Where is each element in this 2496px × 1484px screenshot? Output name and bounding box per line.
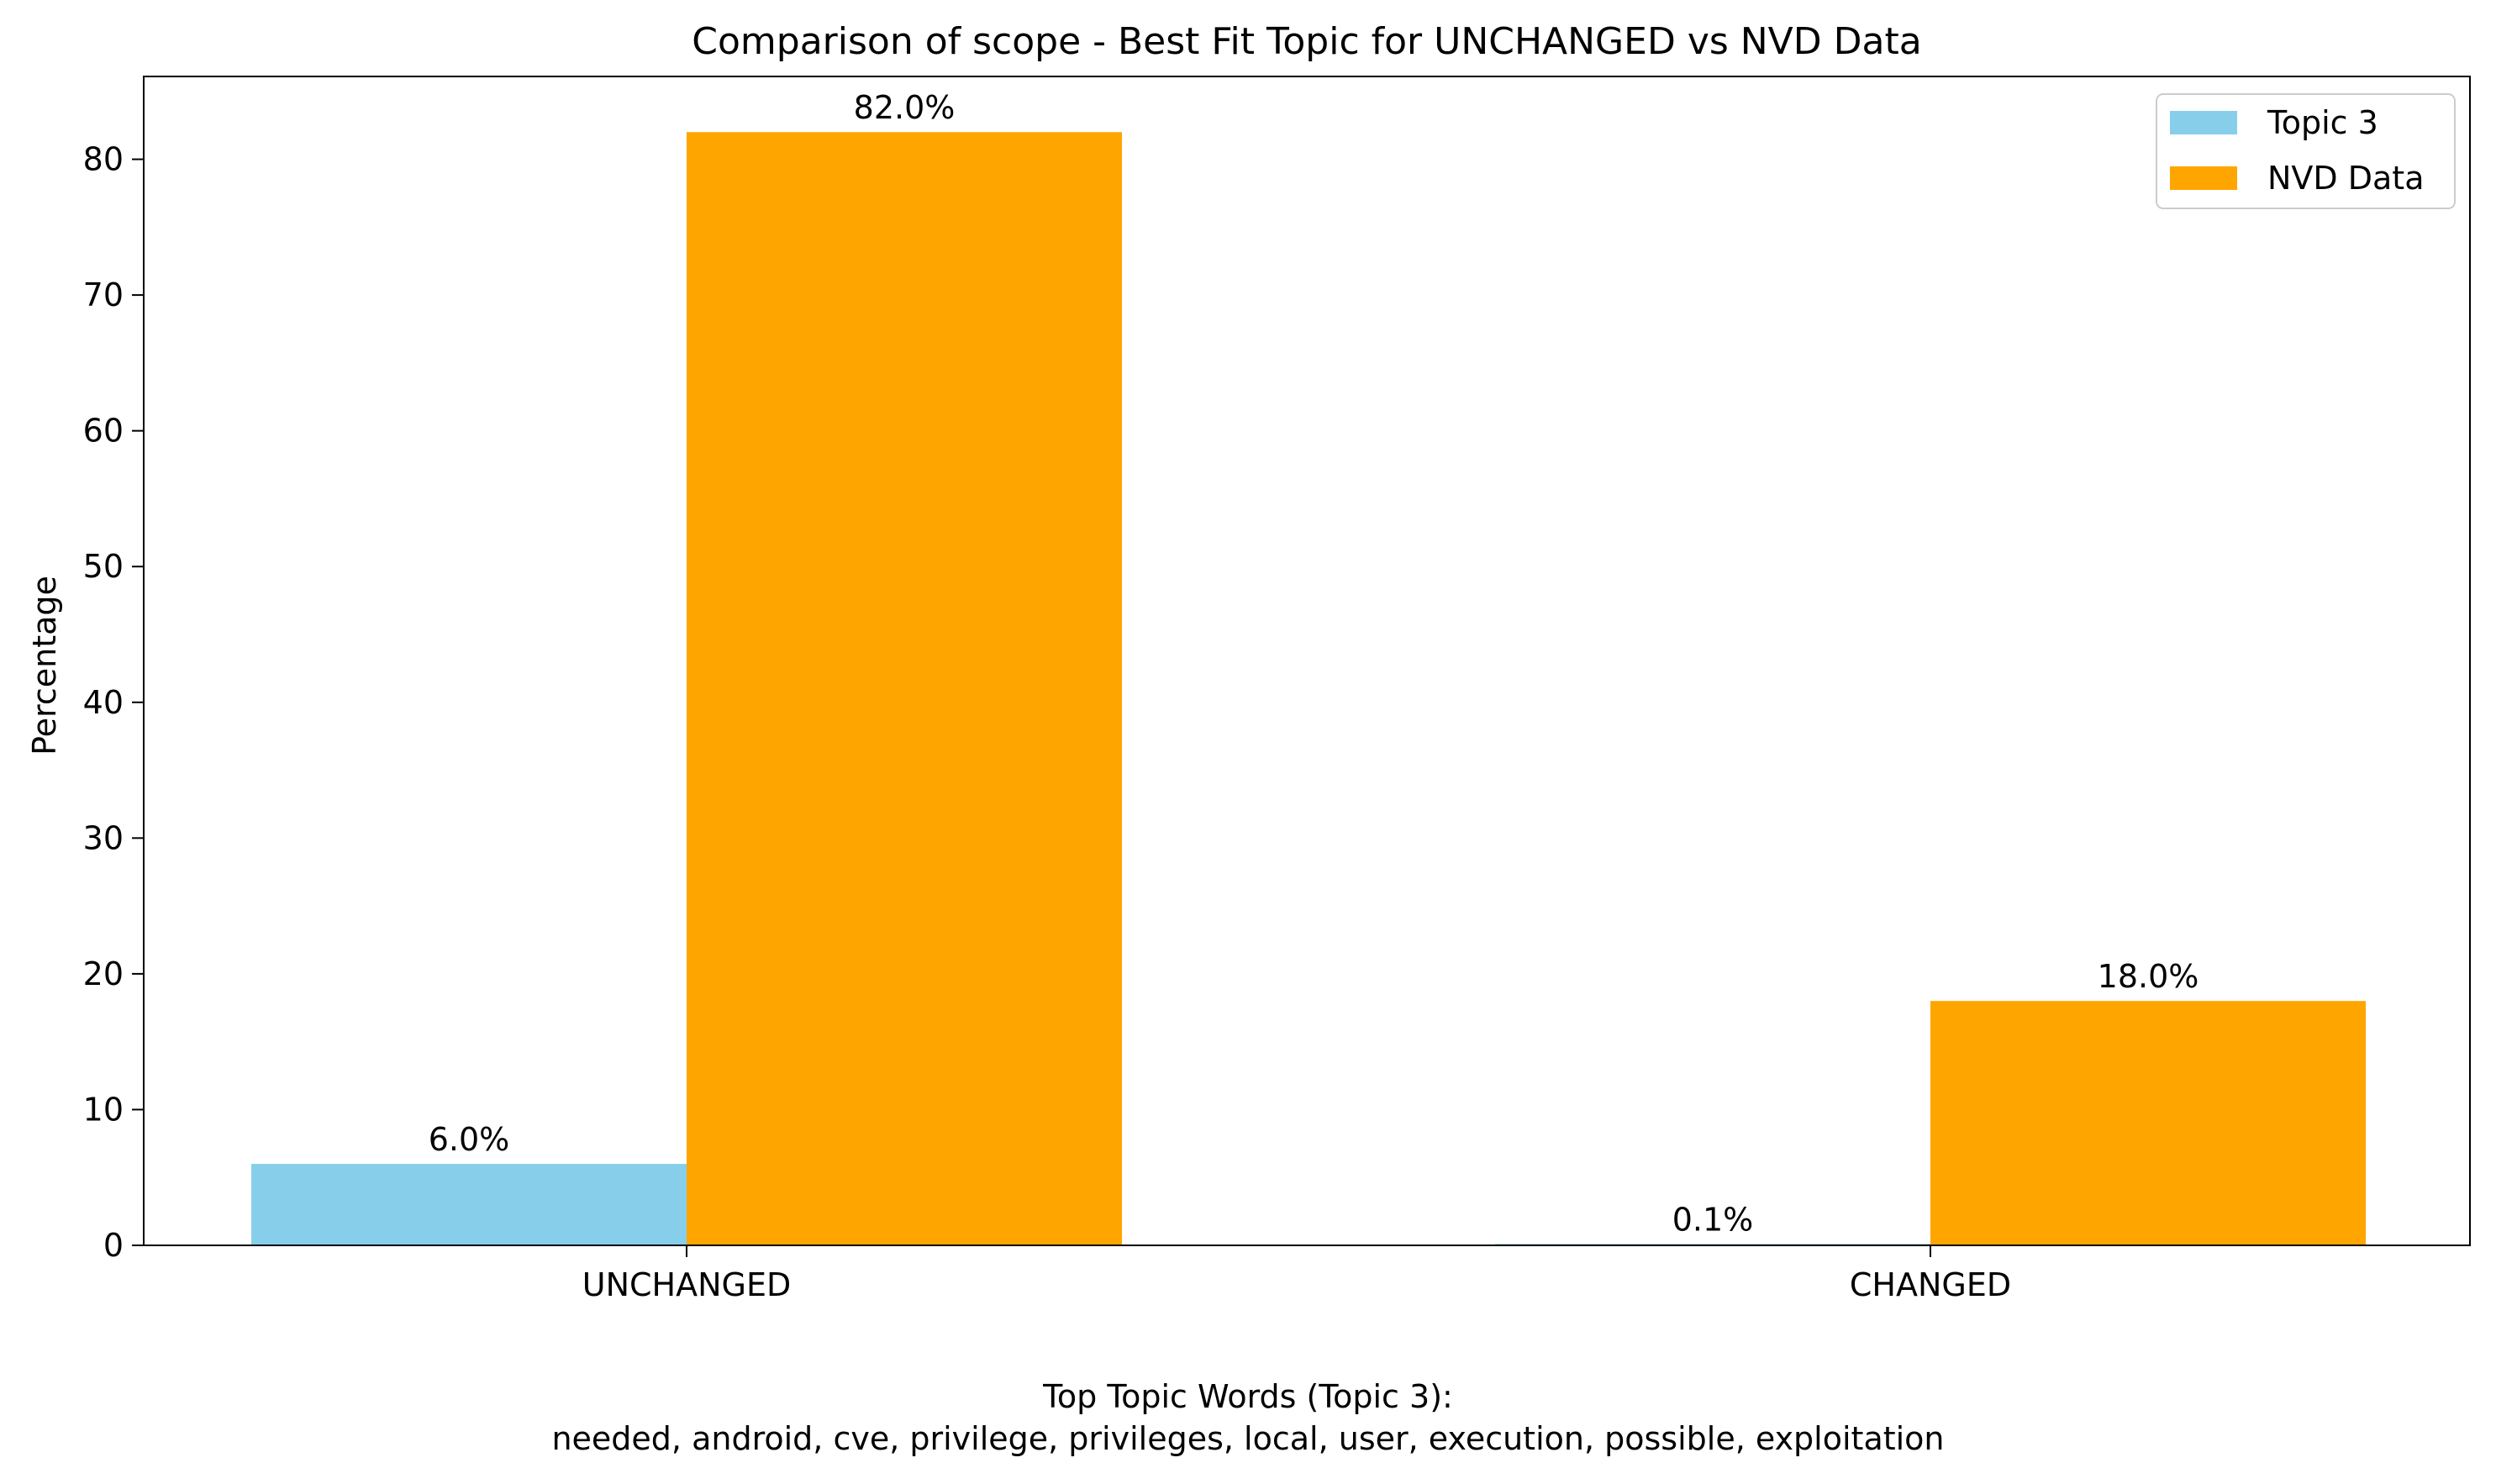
bar-nvd-data-changed [1930,1001,2366,1245]
legend-entry-label: NVD Data [2267,160,2425,197]
bars-group [251,132,2366,1246]
y-tick-label: 40 [83,684,124,721]
plot-area-frame [143,76,2471,1246]
y-tick-label: 80 [83,141,124,178]
topic-words-heading: Top Topic Words (Topic 3): [1043,1378,1453,1415]
bar-nvd-data-unchanged [687,132,1122,1246]
y-tick-label: 0 [103,1227,124,1264]
y-tick-label: 10 [83,1091,124,1128]
legend-swatch [2170,111,2237,134]
x-tick-label: UNCHANGED [582,1266,791,1303]
y-axis-label: Percentage [26,576,63,755]
y-tick-label: 20 [83,955,124,992]
topic-words-list: needed, android, cve, privilege, privile… [551,1420,1945,1457]
x-tick-label: CHANGED [1850,1266,2011,1303]
x-axis-ticks: UNCHANGED CHANGED [582,1245,2011,1303]
bar-value-label: 82.0% [854,89,956,126]
bar-value-label: 18.0% [2098,958,2199,995]
y-axis-ticks: 0 10 20 30 40 50 60 70 80 [83,141,144,1264]
bar-value-label: 0.1% [1672,1201,1754,1238]
legend: Topic 3 NVD Data [2156,93,2456,209]
bar-value-label: 6.0% [429,1121,510,1158]
bar-labels-group: 6.0% 82.0% 0.1% 18.0% [429,89,2199,1238]
y-tick-label: 70 [83,276,124,313]
y-tick-label: 60 [83,413,124,450]
chart-title: Comparison of scope - Best Fit Topic for… [692,20,1921,63]
legend-entry-label: Topic 3 [2267,104,2378,141]
y-tick-label: 30 [83,819,124,856]
bar-topic-3-unchanged [251,1164,687,1245]
y-tick-label: 50 [83,548,124,585]
legend-swatch [2170,166,2237,190]
